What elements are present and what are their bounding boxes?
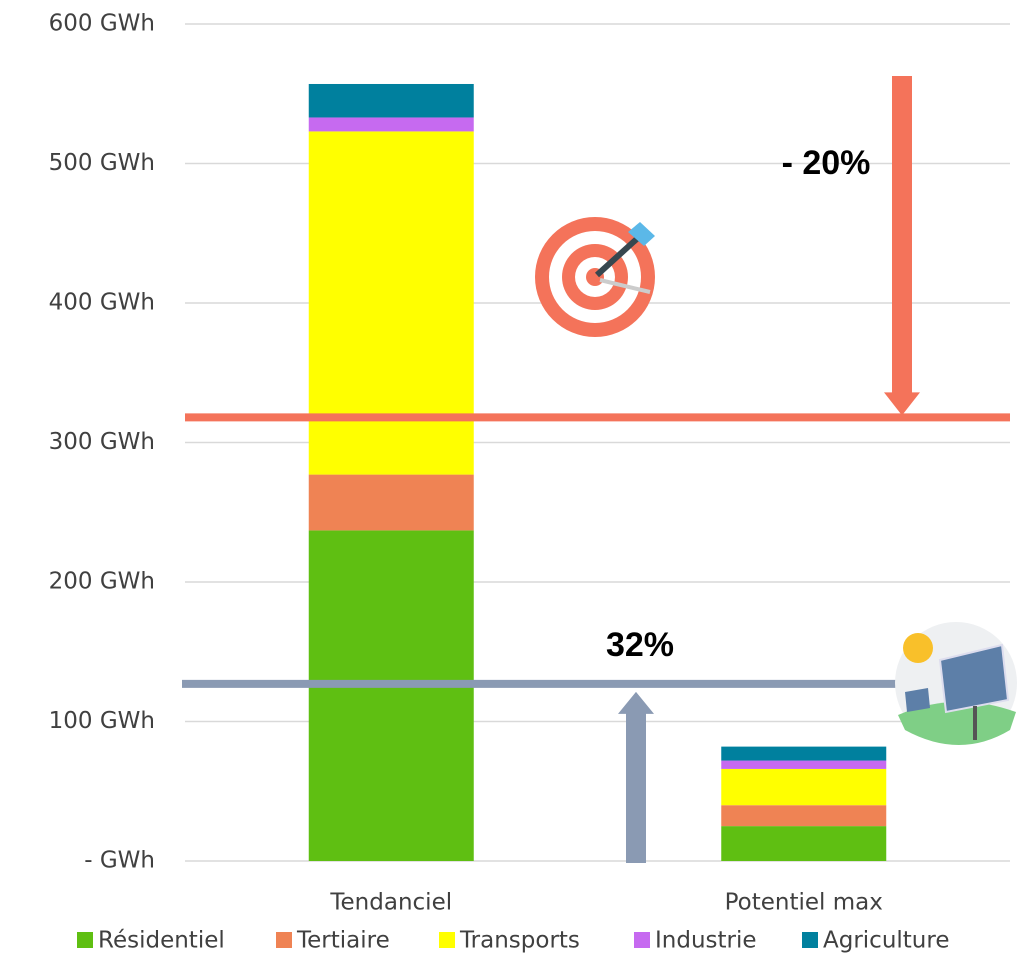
x-tick-label: Tendanciel bbox=[329, 890, 452, 916]
annotation: - 20% bbox=[782, 144, 871, 182]
arrow bbox=[618, 692, 654, 863]
target-icon bbox=[535, 217, 655, 337]
annotation: 32% bbox=[606, 626, 674, 664]
y-tick-label: 200 GWh bbox=[49, 569, 155, 595]
bar-segment bbox=[721, 826, 886, 861]
bar-segment bbox=[309, 475, 474, 531]
legend-swatch bbox=[634, 932, 650, 948]
y-tick-label: - GWh bbox=[84, 848, 155, 874]
bar-segment bbox=[721, 769, 886, 805]
x-tick-label: Potentiel max bbox=[725, 890, 883, 916]
legend-swatch bbox=[276, 932, 292, 948]
legend-label: Résidentiel bbox=[98, 928, 225, 954]
y-tick-label: 600 GWh bbox=[49, 11, 155, 37]
y-tick-label: 400 GWh bbox=[49, 290, 155, 316]
bar-segment bbox=[721, 747, 886, 761]
legend-swatch bbox=[439, 932, 455, 948]
bar-segment bbox=[309, 117, 474, 131]
chart: - GWh 100 GWh 200 GWh 300 GWh 400 GWh 500 GWh… bbox=[0, 0, 1022, 955]
bar-segment bbox=[309, 530, 474, 861]
solar-icon bbox=[895, 622, 1017, 745]
y-tick-label: 100 GWh bbox=[49, 708, 155, 734]
bar-segment bbox=[721, 805, 886, 826]
bar-segment bbox=[721, 761, 886, 769]
arrow bbox=[884, 76, 920, 415]
legend-label: Transports bbox=[459, 928, 580, 954]
bar-segment bbox=[309, 131, 474, 474]
legend-label: Agriculture bbox=[823, 928, 950, 954]
legend-swatch bbox=[802, 932, 818, 948]
bar-segment bbox=[309, 84, 474, 117]
legend-swatch bbox=[77, 932, 93, 948]
decorations bbox=[535, 217, 1017, 745]
y-tick-label: 300 GWh bbox=[49, 429, 155, 455]
legend-label: Tertiaire bbox=[296, 928, 390, 954]
y-tick-label: 500 GWh bbox=[49, 150, 155, 176]
legend-label: Industrie bbox=[655, 928, 757, 954]
